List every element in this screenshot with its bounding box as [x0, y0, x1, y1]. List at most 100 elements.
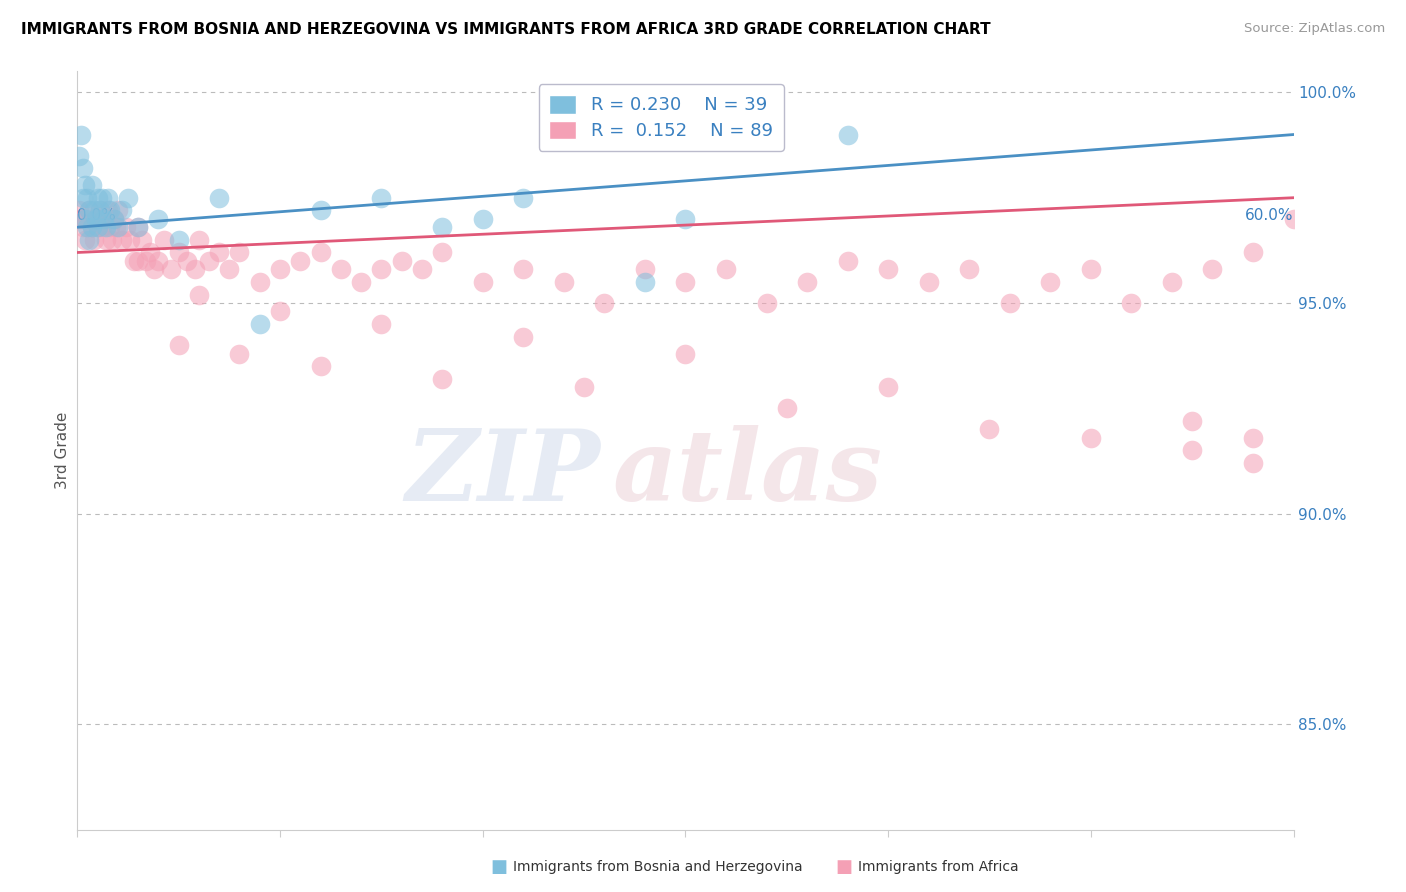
Point: [94, 233, 117, 247]
Point: [90, 191, 112, 205]
Point: [83, 233, 105, 247]
Point: [329, 262, 352, 277]
Point: [148, 211, 170, 226]
Point: [918, 275, 941, 289]
Point: [1080, 431, 1102, 445]
Text: 0.0%: 0.0%: [77, 208, 117, 223]
Point: [97, 203, 120, 218]
Point: [167, 245, 190, 260]
Point: [93, 211, 115, 226]
Point: [309, 245, 332, 260]
Point: [143, 262, 166, 277]
Point: [90, 220, 112, 235]
Point: [198, 254, 221, 268]
Point: [167, 338, 190, 352]
Point: [107, 203, 129, 218]
Point: [79, 233, 101, 247]
Point: [512, 191, 534, 205]
Point: [290, 254, 312, 268]
Point: [998, 296, 1021, 310]
Point: [89, 203, 111, 218]
Point: [309, 203, 332, 218]
Point: [714, 262, 737, 277]
Point: [228, 346, 250, 360]
Point: [107, 220, 129, 235]
Point: [1161, 275, 1184, 289]
Point: [98, 203, 121, 218]
Point: [309, 359, 332, 374]
Point: [634, 262, 657, 277]
Point: [115, 220, 138, 235]
Point: [84, 211, 107, 226]
Point: [122, 254, 145, 268]
Point: [79, 203, 101, 218]
Text: ■: ■: [835, 858, 852, 876]
Text: IMMIGRANTS FROM BOSNIA AND HERZEGOVINA VS IMMIGRANTS FROM AFRICA 3RD GRADE CORRE: IMMIGRANTS FROM BOSNIA AND HERZEGOVINA V…: [21, 22, 991, 37]
Point: [208, 191, 231, 205]
Point: [75, 211, 97, 226]
Point: [127, 220, 149, 235]
Point: [837, 128, 859, 142]
Point: [67, 203, 90, 218]
Point: [553, 275, 575, 289]
Point: [70, 128, 93, 142]
Point: [512, 330, 534, 344]
Point: [430, 220, 453, 235]
Point: [97, 191, 120, 205]
Point: [118, 233, 141, 247]
Point: [111, 203, 134, 218]
Point: [153, 233, 176, 247]
Point: [101, 233, 124, 247]
Point: [127, 220, 149, 235]
Point: [572, 380, 595, 394]
Point: [411, 262, 433, 277]
Point: [218, 262, 240, 277]
Point: [70, 211, 93, 226]
Point: [93, 211, 115, 226]
Point: [72, 220, 94, 235]
Legend: R = 0.230    N = 39, R =  0.152    N = 89: R = 0.230 N = 39, R = 0.152 N = 89: [538, 84, 783, 151]
Point: [1201, 262, 1223, 277]
Point: [877, 380, 900, 394]
Point: [89, 203, 111, 218]
Point: [837, 254, 859, 268]
Point: [86, 191, 108, 205]
Point: [111, 233, 134, 247]
Point: [167, 233, 190, 247]
Point: [72, 191, 94, 205]
Point: [877, 262, 900, 277]
Point: [370, 191, 392, 205]
Point: [1121, 296, 1143, 310]
Point: [776, 401, 799, 416]
Point: [1241, 456, 1264, 470]
Point: [208, 245, 231, 260]
Point: [675, 275, 697, 289]
Text: Source: ZipAtlas.com: Source: ZipAtlas.com: [1244, 22, 1385, 36]
Point: [188, 233, 211, 247]
Point: [72, 161, 94, 176]
Point: [86, 220, 108, 235]
Point: [84, 211, 107, 226]
Point: [675, 211, 697, 226]
Point: [79, 203, 101, 218]
Point: [83, 203, 105, 218]
Point: [249, 317, 271, 331]
Point: [471, 211, 494, 226]
Point: [350, 275, 373, 289]
Point: [512, 262, 534, 277]
Point: [86, 220, 108, 235]
Point: [67, 148, 90, 162]
Point: [188, 287, 211, 301]
Point: [80, 220, 103, 235]
Point: [76, 211, 98, 226]
Point: [370, 262, 392, 277]
Point: [634, 275, 657, 289]
Point: [184, 262, 207, 277]
Point: [1282, 211, 1305, 226]
Point: [80, 178, 103, 193]
Point: [176, 254, 198, 268]
Point: [269, 304, 291, 318]
Point: [159, 262, 181, 277]
Point: [127, 254, 149, 268]
Y-axis label: 3rd Grade: 3rd Grade: [55, 412, 70, 489]
